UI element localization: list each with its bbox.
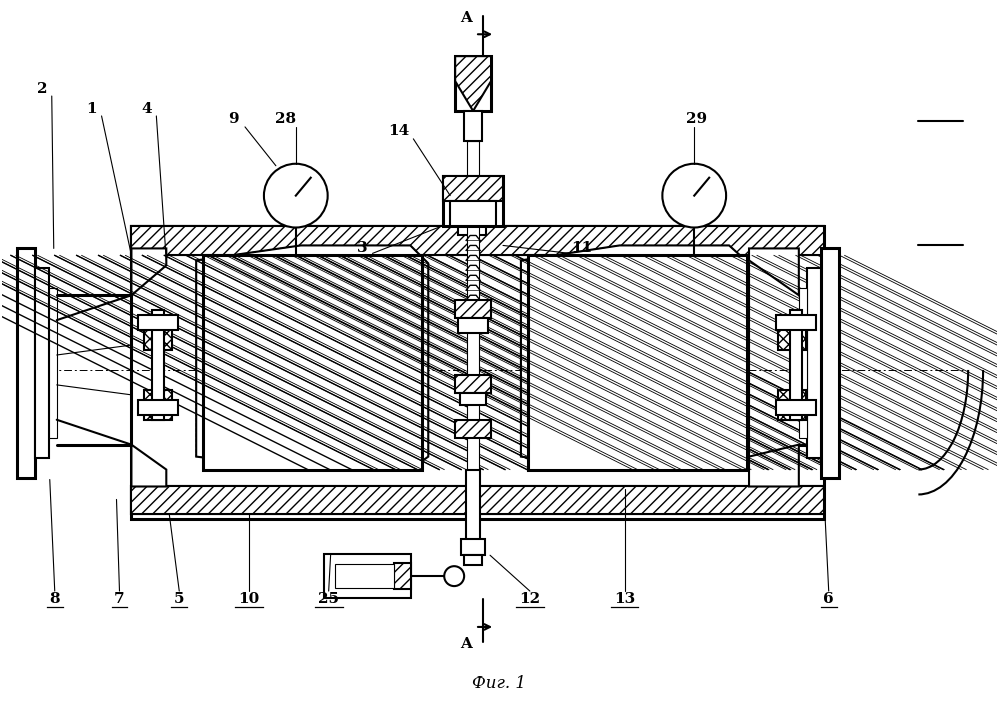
- Polygon shape: [456, 56, 492, 111]
- Bar: [132, 226, 824, 256]
- Bar: [462, 539, 486, 555]
- Text: 8: 8: [49, 592, 60, 606]
- Polygon shape: [749, 248, 799, 295]
- Text: 13: 13: [613, 592, 635, 606]
- Bar: [459, 318, 489, 333]
- Bar: [456, 420, 492, 438]
- Bar: [778, 390, 806, 420]
- Bar: [203, 256, 423, 469]
- Bar: [821, 248, 839, 478]
- Polygon shape: [395, 563, 412, 589]
- Text: 6: 6: [823, 592, 834, 606]
- Bar: [790, 310, 802, 420]
- Bar: [527, 256, 747, 469]
- Text: 12: 12: [519, 592, 540, 606]
- Bar: [132, 486, 824, 514]
- Text: A: A: [461, 11, 473, 26]
- Bar: [459, 226, 487, 236]
- Circle shape: [662, 164, 726, 228]
- Bar: [280, 262, 312, 274]
- Bar: [807, 268, 821, 458]
- Polygon shape: [196, 246, 429, 469]
- Bar: [678, 262, 710, 274]
- Bar: [17, 248, 35, 478]
- Bar: [35, 268, 49, 458]
- Polygon shape: [132, 248, 166, 295]
- Bar: [465, 111, 483, 141]
- Text: 9: 9: [228, 112, 239, 126]
- Text: 5: 5: [174, 592, 185, 606]
- Text: 14: 14: [388, 124, 409, 138]
- Bar: [139, 400, 178, 415]
- Text: 4: 4: [141, 102, 152, 116]
- Text: 2: 2: [37, 82, 47, 96]
- Bar: [799, 288, 807, 438]
- Bar: [139, 315, 178, 330]
- Polygon shape: [132, 445, 166, 486]
- Bar: [468, 141, 480, 519]
- Text: A: A: [461, 637, 473, 651]
- Text: 3: 3: [358, 241, 368, 256]
- Polygon shape: [520, 246, 749, 469]
- Bar: [778, 320, 806, 350]
- Polygon shape: [749, 445, 799, 486]
- Bar: [456, 300, 492, 318]
- Text: 11: 11: [571, 241, 592, 256]
- Text: 10: 10: [239, 592, 260, 606]
- Bar: [451, 201, 497, 226]
- Bar: [153, 310, 164, 420]
- Circle shape: [445, 566, 465, 586]
- Bar: [132, 226, 824, 519]
- Bar: [324, 554, 412, 598]
- Bar: [444, 176, 502, 226]
- Bar: [335, 564, 395, 588]
- Bar: [456, 56, 492, 111]
- Bar: [456, 375, 492, 393]
- Circle shape: [264, 164, 328, 228]
- Bar: [145, 320, 172, 350]
- Bar: [465, 555, 483, 565]
- Text: 25: 25: [318, 592, 340, 606]
- Polygon shape: [132, 486, 824, 514]
- Text: 1: 1: [86, 102, 97, 116]
- Bar: [145, 390, 172, 420]
- Text: 7: 7: [114, 592, 125, 606]
- Text: 29: 29: [685, 112, 706, 126]
- Text: Фиг. 1: Фиг. 1: [472, 675, 526, 692]
- Polygon shape: [444, 176, 502, 201]
- Bar: [461, 393, 487, 405]
- Bar: [49, 288, 57, 438]
- Text: 28: 28: [276, 112, 297, 126]
- Bar: [467, 469, 481, 549]
- Bar: [776, 315, 816, 330]
- Polygon shape: [132, 226, 824, 256]
- Bar: [776, 400, 816, 415]
